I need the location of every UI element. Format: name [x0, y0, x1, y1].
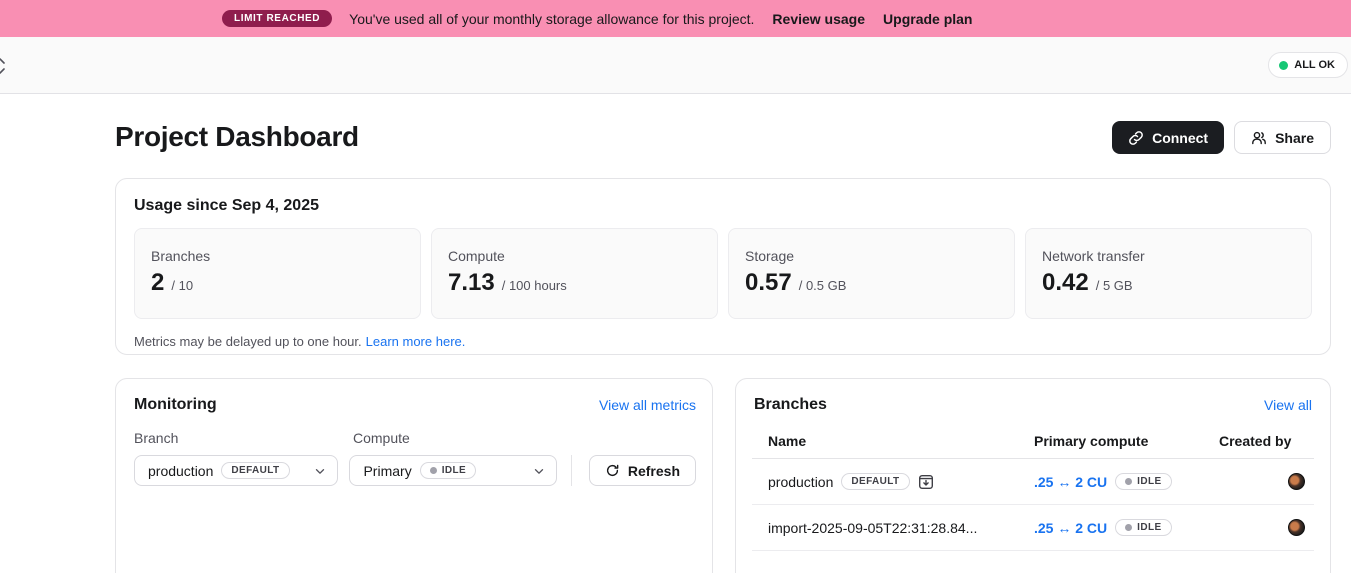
table-row[interactable]: import-2025-09-05T22:31:28.84... .25 ↔ 2… [752, 505, 1314, 551]
metric-value: 2 [151, 269, 165, 296]
branch-select[interactable]: production DEFAULT [134, 455, 339, 486]
limit-banner: LIMIT REACHED You've used all of your mo… [0, 0, 1351, 37]
metric-tile-network-transfer: Network transfer 0.42 / 5 GB [1025, 228, 1312, 319]
avatar[interactable] [1288, 519, 1305, 536]
metric-tile-compute: Compute 7.13 / 100 hours [431, 228, 718, 319]
branch-select-value: production [148, 462, 214, 479]
branch-name[interactable]: production [768, 473, 834, 490]
chevron-down-icon [532, 464, 546, 478]
review-usage-link[interactable]: Review usage [772, 10, 866, 27]
chevrons-updown-icon[interactable] [0, 55, 8, 77]
upgrade-plan-link[interactable]: Upgrade plan [883, 10, 973, 27]
branches-title: Branches [754, 396, 827, 413]
view-all-branches-link[interactable]: View all [1264, 397, 1312, 413]
page-title: Project Dashboard [115, 121, 359, 152]
compute-size-link[interactable]: .25 ↔ 2 CU [1034, 473, 1108, 490]
refresh-button-label: Refresh [627, 462, 680, 479]
branches-table: Name Primary compute Created by producti… [752, 423, 1314, 551]
metric-label: Network transfer [1042, 248, 1145, 264]
metric-limit: / 0.5 GB [798, 278, 847, 293]
branch-field-label: Branch [134, 430, 179, 446]
learn-more-link[interactable]: Learn more here. [365, 334, 466, 349]
table-row[interactable]: production DEFAULT .25 ↔ 2 CU IDLE [752, 459, 1314, 505]
idle-dot-icon [1125, 524, 1133, 531]
status-badge[interactable]: ALL OK [1268, 52, 1348, 78]
usage-card: Usage since Sep 4, 2025 Branches 2 / 10 … [115, 178, 1331, 355]
status-label: ALL OK [1294, 59, 1335, 71]
usage-title: Usage since Sep 4, 2025 [134, 197, 319, 214]
column-header-created-by: Created by [1219, 432, 1292, 449]
default-badge: DEFAULT [841, 473, 910, 490]
limit-reached-badge: LIMIT REACHED [222, 10, 333, 27]
idle-dot-icon [1125, 478, 1133, 485]
restore-branch-icon[interactable] [918, 474, 934, 490]
compute-select-value: Primary [363, 462, 412, 479]
metric-label: Compute [448, 248, 505, 264]
banner-message: You've used all of your monthly storage … [349, 10, 755, 27]
metric-limit: / 10 [171, 278, 194, 293]
metric-tile-branches: Branches 2 / 10 [134, 228, 421, 319]
metric-limit: / 5 GB [1095, 278, 1133, 293]
idle-badge: IDLE [419, 462, 477, 479]
controls-divider [570, 455, 572, 486]
connect-button-label: Connect [1152, 129, 1209, 146]
link-icon [1128, 130, 1144, 146]
share-button-label: Share [1275, 129, 1314, 146]
metric-tile-storage: Storage 0.57 / 0.5 GB [728, 228, 1015, 319]
top-bar: ALL OK [0, 37, 1351, 94]
users-icon [1251, 130, 1267, 146]
metric-value: 0.57 [745, 269, 792, 296]
metric-limit: / 100 hours [501, 278, 567, 293]
share-button[interactable]: Share [1234, 121, 1331, 154]
refresh-button[interactable]: Refresh [588, 455, 696, 486]
monitoring-card: Monitoring View all metrics Branch Compu… [115, 378, 713, 573]
refresh-icon [605, 463, 620, 478]
compute-field-label: Compute [353, 430, 410, 446]
idle-badge: IDLE [1115, 473, 1172, 490]
idle-badge: IDLE [1115, 519, 1172, 536]
column-header-primary-compute: Primary compute [1034, 432, 1149, 449]
compute-select[interactable]: Primary IDLE [349, 455, 557, 486]
metric-value: 0.42 [1042, 269, 1089, 296]
metrics-delay-note: Metrics may be delayed up to one hour. Le… [134, 334, 466, 349]
branches-card: Branches View all Name Primary compute C… [735, 378, 1331, 573]
usage-metric-tiles: Branches 2 / 10 Compute 7.13 / 100 hours… [134, 228, 1312, 319]
compute-size-link[interactable]: .25 ↔ 2 CU [1034, 519, 1108, 536]
status-ok-dot-icon [1279, 60, 1289, 70]
column-header-name: Name [768, 432, 807, 449]
metric-value: 7.13 [448, 269, 495, 296]
view-all-metrics-link[interactable]: View all metrics [599, 397, 696, 413]
default-badge: DEFAULT [221, 462, 290, 479]
branch-name[interactable]: import-2025-09-05T22:31:28.84... [768, 519, 978, 536]
idle-dot-icon [429, 467, 437, 474]
header-actions: Connect Share [1112, 121, 1331, 154]
metric-label: Storage [745, 248, 795, 264]
chevron-down-icon [313, 464, 327, 478]
branches-table-header: Name Primary compute Created by [752, 423, 1314, 459]
avatar[interactable] [1288, 473, 1305, 490]
connect-button[interactable]: Connect [1112, 121, 1225, 154]
metric-label: Branches [151, 248, 211, 264]
monitoring-title: Monitoring [134, 396, 217, 413]
